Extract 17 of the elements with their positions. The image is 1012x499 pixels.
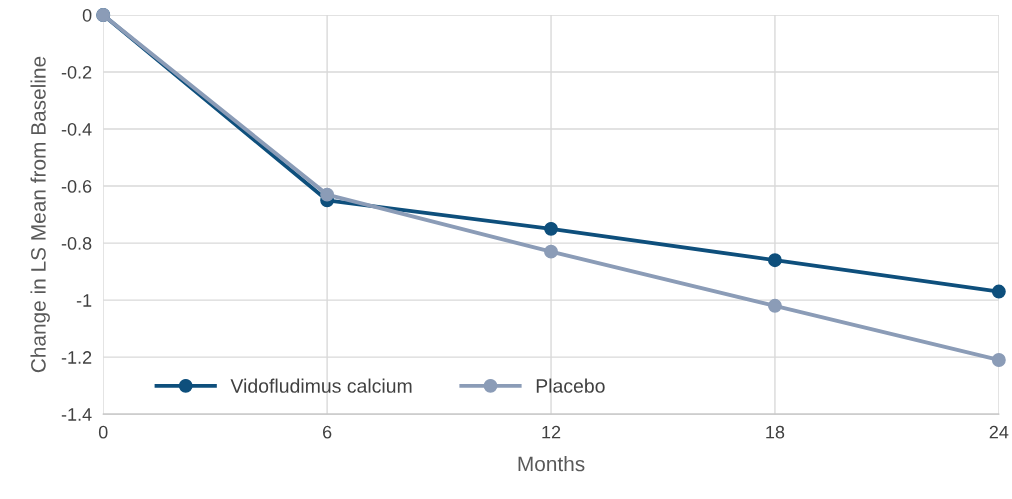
y-tick-label: -0.8	[61, 237, 92, 250]
y-axis-title: Change in LS Mean from Baseline	[30, 56, 50, 373]
y-tick-label: -0.2	[61, 65, 92, 79]
x-tick-label: 0	[98, 425, 108, 439]
y-tick-label: 0	[82, 8, 92, 22]
y-tick-label: -1.2	[61, 351, 92, 364]
x-axis-title: Months	[518, 456, 585, 472]
x-tick-label: 18	[766, 425, 785, 439]
y-tick-label: -0.6	[61, 179, 92, 193]
y-tick-label: -1.4	[61, 408, 92, 421]
x-tick-label: 6	[323, 425, 332, 439]
legend-label: Placebo	[536, 378, 605, 393]
y-tick-label: -1	[76, 294, 92, 307]
legend-label: Vidofludimus calcium	[230, 378, 412, 393]
x-tick-label: 12	[542, 425, 561, 439]
x-tick-label: 24	[989, 425, 1009, 439]
y-tick-label: -0.4	[61, 122, 92, 136]
